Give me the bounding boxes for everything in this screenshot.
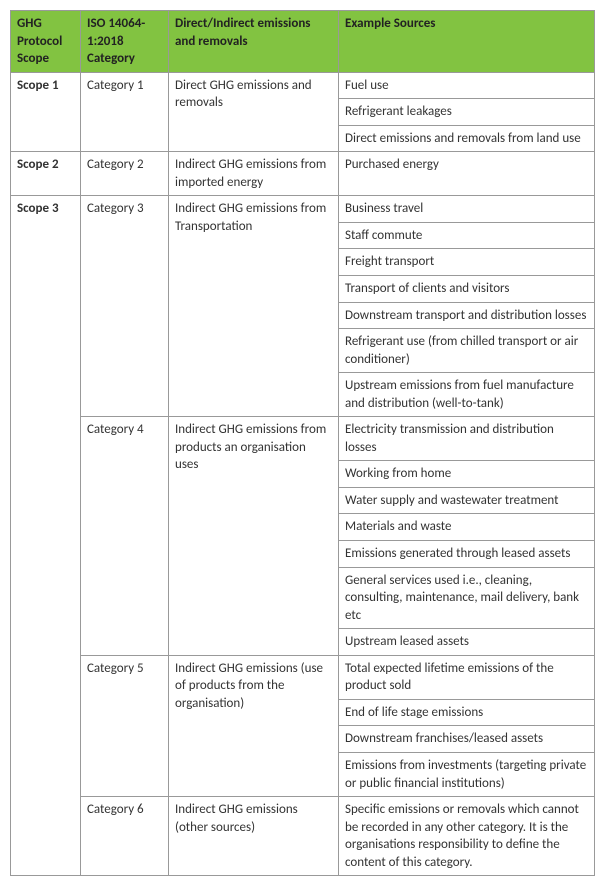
desc-cell: Indirect GHG emissions from Transportati… bbox=[169, 196, 339, 417]
source-cell: Emissions from investments (targeting pr… bbox=[339, 752, 595, 796]
source-cell: Electricity transmission and distributio… bbox=[339, 417, 595, 461]
table-header-row: GHG Protocol Scope ISO 14064-1:2018 Cate… bbox=[11, 11, 595, 73]
source-cell: Water supply and wastewater treatment bbox=[339, 487, 595, 514]
source-cell: Upstream leased assets bbox=[339, 629, 595, 656]
source-cell: Downstream transport and distribution lo… bbox=[339, 302, 595, 329]
category-cell: Category 3 bbox=[81, 196, 169, 417]
source-cell: Downstream franchises/leased assets bbox=[339, 726, 595, 753]
table-row: Category 4 Indirect GHG emissions from p… bbox=[11, 417, 595, 461]
category-cell: Category 6 bbox=[81, 797, 169, 876]
source-cell: End of life stage emissions bbox=[339, 699, 595, 726]
source-cell: Specific emissions or removals which can… bbox=[339, 797, 595, 876]
source-cell: Upstream emissions from fuel manufacture… bbox=[339, 373, 595, 417]
ghg-emissions-table: GHG Protocol Scope ISO 14064-1:2018 Cate… bbox=[10, 10, 595, 876]
table-row: Category 6 Indirect GHG emissions (other… bbox=[11, 797, 595, 876]
desc-cell: Indirect GHG emissions (other sources) bbox=[169, 797, 339, 876]
source-cell: General services used i.e., cleaning, co… bbox=[339, 567, 595, 629]
category-cell: Category 5 bbox=[81, 655, 169, 796]
desc-cell: Indirect GHG emissions from products an … bbox=[169, 417, 339, 655]
source-cell: Working from home bbox=[339, 461, 595, 488]
table-row: Category 5 Indirect GHG emissions (use o… bbox=[11, 655, 595, 699]
source-cell: Refrigerant leakages bbox=[339, 99, 595, 126]
source-cell: Refrigerant use (from chilled transport … bbox=[339, 329, 595, 373]
source-cell: Purchased energy bbox=[339, 152, 595, 196]
header-sources: Example Sources bbox=[339, 11, 595, 73]
source-cell: Direct emissions and removals from land … bbox=[339, 125, 595, 152]
source-cell: Emissions generated through leased asset… bbox=[339, 541, 595, 568]
header-emissions: Direct/Indirect emissions and removals bbox=[169, 11, 339, 73]
source-cell: Materials and waste bbox=[339, 514, 595, 541]
scope-cell: Scope 2 bbox=[11, 152, 81, 196]
category-cell: Category 1 bbox=[81, 72, 169, 152]
header-iso: ISO 14064-1:2018 Category bbox=[81, 11, 169, 73]
table-row: Scope 1 Category 1 Direct GHG emissions … bbox=[11, 72, 595, 99]
header-scope: GHG Protocol Scope bbox=[11, 11, 81, 73]
desc-cell: Indirect GHG emissions from imported ene… bbox=[169, 152, 339, 196]
source-cell: Total expected lifetime emissions of the… bbox=[339, 655, 595, 699]
source-cell: Transport of clients and visitors bbox=[339, 276, 595, 303]
scope-cell: Scope 3 bbox=[11, 196, 81, 876]
scope-cell: Scope 1 bbox=[11, 72, 81, 152]
source-cell: Staff commute bbox=[339, 222, 595, 249]
source-cell: Business travel bbox=[339, 196, 595, 223]
source-cell: Freight transport bbox=[339, 249, 595, 276]
category-cell: Category 4 bbox=[81, 417, 169, 655]
category-cell: Category 2 bbox=[81, 152, 169, 196]
source-cell: Fuel use bbox=[339, 72, 595, 99]
desc-cell: Indirect GHG emissions (use of products … bbox=[169, 655, 339, 796]
table-row: Scope 3 Category 3 Indirect GHG emission… bbox=[11, 196, 595, 223]
table-row: Scope 2 Category 2 Indirect GHG emission… bbox=[11, 152, 595, 196]
desc-cell: Direct GHG emissions and removals bbox=[169, 72, 339, 152]
